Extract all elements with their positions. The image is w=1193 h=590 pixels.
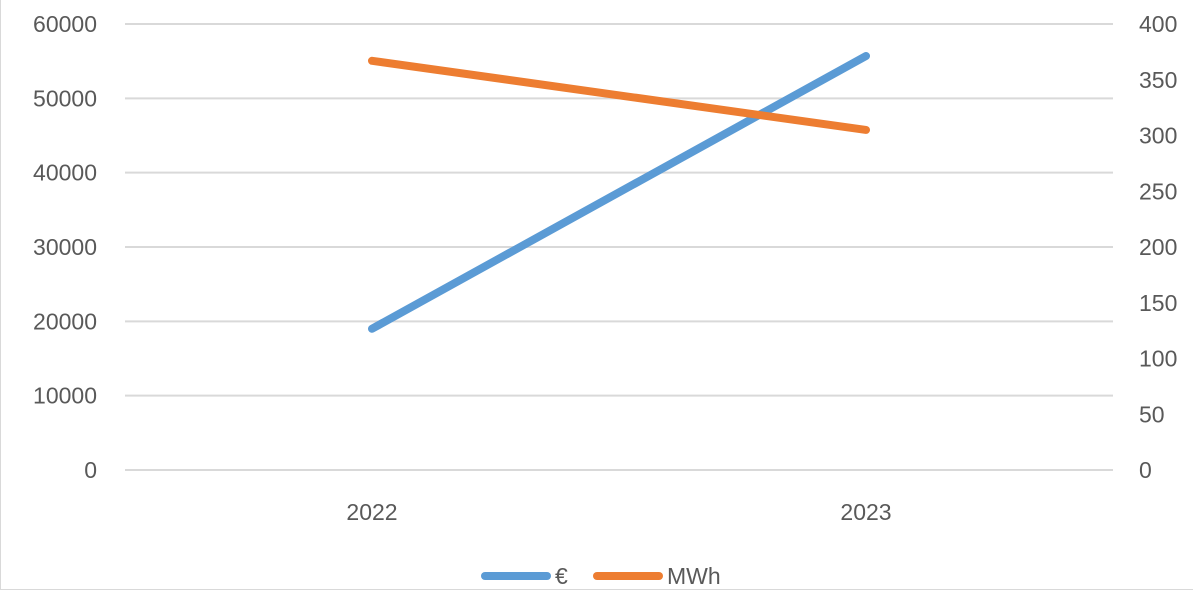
legend: € MWh [481,563,721,589]
series-lines [368,51,870,333]
x-tick-label: 2023 [840,499,891,525]
right-y-tick-label: 300 [1139,123,1177,149]
left-y-tick-label: 60000 [33,11,97,37]
right-y-tick-label: 50 [1139,401,1165,427]
right-y-tick-label: 350 [1139,67,1177,93]
right-y-tick-label: 0 [1139,457,1152,483]
x-axis: 2022 2023 [346,499,891,525]
left-y-tick-label: 0 [84,457,97,483]
right-y-tick-label: 400 [1139,11,1177,37]
right-y-tick-label: 100 [1139,346,1177,372]
series-line [368,56,870,134]
right-y-tick-label: 200 [1139,234,1177,260]
x-tick-label: 2022 [346,499,397,525]
left-y-tick-label: 50000 [33,85,97,111]
left-y-tick-label: 10000 [33,383,97,409]
left-y-axis: 0 10000 20000 30000 40000 50000 60000 [33,11,97,483]
right-y-tick-label: 250 [1139,178,1177,204]
legend-label: MWh [667,563,721,589]
left-y-tick-label: 40000 [33,160,97,186]
left-y-tick-label: 30000 [33,234,97,260]
series-line [368,51,870,333]
gridlines [125,23,1113,471]
right-y-tick-label: 150 [1139,290,1177,316]
legend-label: € [555,563,568,589]
right-y-axis: 0 50 100 150 200 250 300 350 400 [1139,11,1177,483]
left-y-tick-label: 20000 [33,308,97,334]
